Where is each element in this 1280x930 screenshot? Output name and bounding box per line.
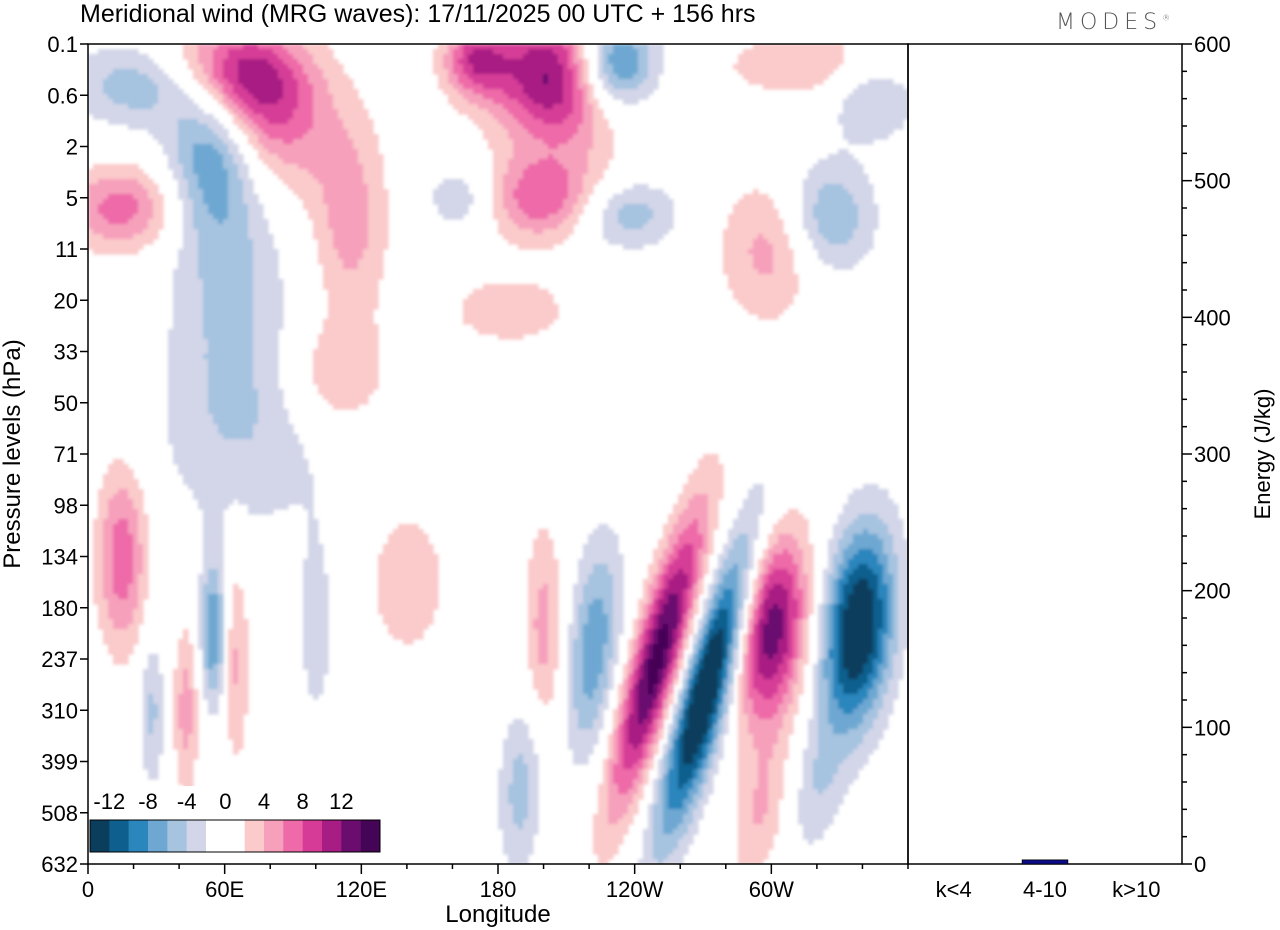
colorbar-tick-label: -12	[93, 789, 125, 814]
energy-bar-chart: 0 100 200 300 400 500 600 k<4 4-10 k>10	[907, 32, 1231, 902]
energy-tick-label: 400	[1194, 305, 1231, 330]
energy-tick-label: 500	[1194, 169, 1231, 194]
colorbar-swatch	[109, 820, 129, 852]
y-tick-label: 180	[41, 596, 78, 621]
brand-text: MODES	[1056, 10, 1163, 35]
x-tick-label: 120W	[606, 877, 664, 902]
energy-tick-label: 200	[1194, 579, 1231, 604]
colorbar-swatch	[225, 820, 245, 852]
colorbar-tick-label: -4	[177, 789, 197, 814]
y-tick-label: 71	[54, 442, 78, 467]
energy-category-label: k>10	[1112, 877, 1160, 902]
x-tick-label: 60E	[205, 877, 244, 902]
y-tick-label: 2	[66, 135, 78, 160]
colorbar-tick-label: -8	[138, 789, 158, 814]
x-tick-label: 0	[82, 877, 94, 902]
colorbar: -12 -8 -4 0 4 8 12	[88, 786, 382, 856]
colorbar-swatch	[283, 820, 303, 852]
colorbar-swatch	[206, 820, 226, 852]
y-tick-label: 0.6	[47, 83, 78, 108]
x-tick-label: 120E	[336, 877, 387, 902]
chart-title: Meridional wind (MRG waves): 17/11/2025 …	[80, 0, 756, 28]
colorbar-tick-label: 4	[258, 789, 270, 814]
y-axis-label: Pressure levels (hPa)	[0, 339, 26, 568]
y-tick-label: 20	[54, 288, 78, 313]
y-tick-label: 98	[54, 493, 78, 518]
energy-bar	[1021, 859, 1069, 865]
colorbar-swatch	[244, 820, 265, 852]
colorbar-frame	[89, 819, 381, 853]
colorbar-swatch	[264, 820, 284, 852]
bar-frame	[907, 43, 1183, 865]
energy-tick-label: 600	[1194, 32, 1231, 57]
colorbar-swatch	[302, 820, 323, 852]
y-tick-label: 508	[41, 801, 78, 826]
heatmap-field	[88, 44, 908, 864]
colorbar-swatch	[322, 820, 342, 852]
y-tick-label: 33	[54, 340, 78, 365]
colorbar-swatch	[90, 820, 110, 852]
y-tick-label: 399	[41, 750, 78, 775]
y-tick-label: 0.1	[47, 32, 78, 57]
colorbar-swatch	[186, 820, 207, 852]
energy-tick-label: 100	[1194, 715, 1231, 740]
y-tick-label: 632	[41, 852, 78, 877]
axes: 0.1 0.6 2 5 11 20 33 50 71 98 134 180 237 310 399 508 63…	[41, 32, 909, 902]
energy-category-label: k<4	[936, 877, 972, 902]
energy-tick-label: 0	[1194, 852, 1206, 877]
colorbar-swatch	[128, 820, 149, 852]
colorbar-tick-label: 0	[219, 789, 231, 814]
colorbar-swatch	[341, 820, 361, 852]
brand-logo: MODES®	[1056, 10, 1171, 35]
x-tick-label: 180	[480, 877, 517, 902]
colorbar-tick-label: 12	[329, 789, 353, 814]
energy-axis-label: Energy (J/kg)	[1250, 389, 1275, 520]
y-tick-label: 310	[41, 698, 78, 723]
colorbar-swatch	[148, 820, 168, 852]
energy-category-label: 4-10	[1023, 877, 1067, 902]
y-tick-label: 50	[54, 391, 78, 416]
x-axis-label: Longitude	[445, 901, 550, 928]
y-tick-label: 237	[41, 647, 78, 672]
colorbar-swatch	[360, 820, 381, 852]
colorbar-swatch	[167, 820, 187, 852]
y-tick-label: 134	[41, 545, 78, 570]
y-tick-label: 5	[66, 186, 78, 211]
heatmap-cells	[88, 44, 908, 864]
energy-tick-label: 300	[1194, 442, 1231, 467]
x-tick-label: 60W	[749, 877, 794, 902]
y-tick-label: 11	[55, 237, 78, 262]
colorbar-tick-label: 8	[297, 789, 309, 814]
